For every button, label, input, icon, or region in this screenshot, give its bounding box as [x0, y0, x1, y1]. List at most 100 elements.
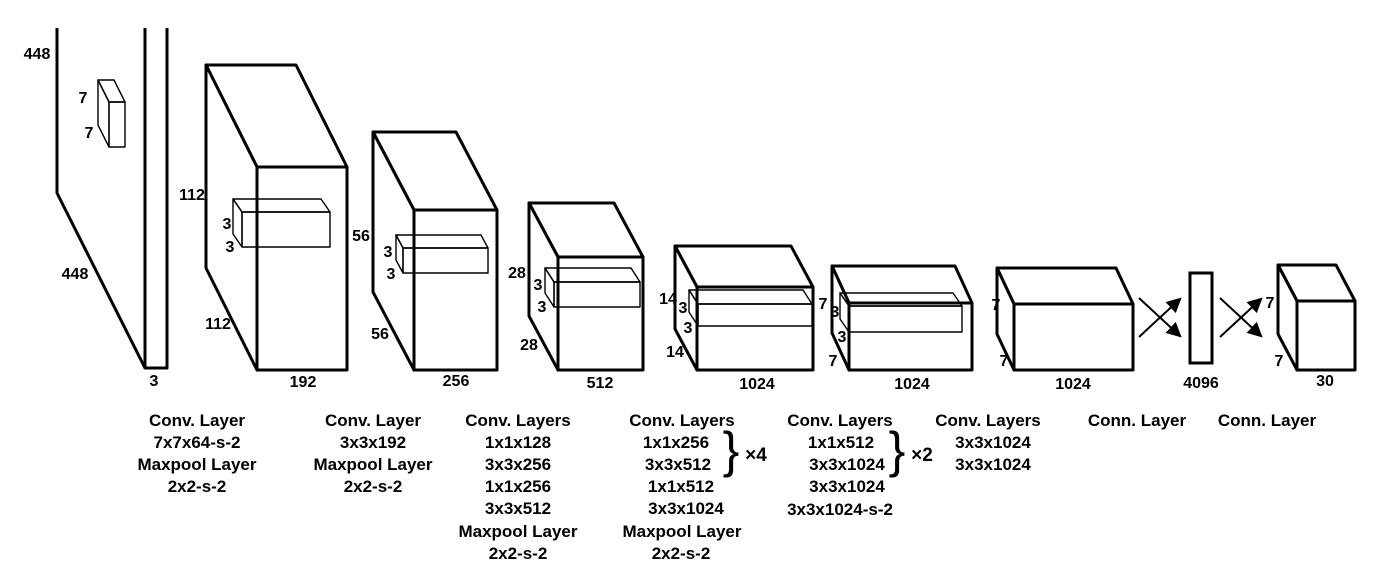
- stage2-width-label: 56: [371, 326, 389, 343]
- output-height-label: 7: [1266, 295, 1275, 312]
- layer-line: Maxpool Layer: [622, 522, 741, 541]
- feature-map-7b: [995, 266, 1135, 372]
- stage5-height-label: 7: [819, 296, 828, 313]
- layer-line: Maxpool Layer: [313, 455, 432, 474]
- stage5-depth-label: 1024: [894, 376, 930, 393]
- layer-line: 3x3x256: [485, 455, 551, 474]
- layer-column-4: Conv. Layers 1x1x256 3x3x512 } ×4 1x1x51…: [622, 411, 767, 563]
- layer-line: Conn. Layer: [1218, 411, 1317, 430]
- stage4-kernel-w-label: 3: [684, 320, 693, 337]
- repeat-multiplier: ×4: [745, 445, 767, 466]
- stage4-width-label: 14: [666, 344, 684, 361]
- layer-line: Conv. Layers: [787, 411, 893, 430]
- layer-line: 1x1x256: [643, 433, 709, 452]
- feature-map-28: [527, 201, 645, 372]
- stage5-kernel-w-label: 3: [838, 329, 847, 346]
- layer-line: Conv. Layer: [325, 411, 421, 430]
- stage6-depth-label: 1024: [1055, 376, 1091, 393]
- layer-line: 1x1x128: [485, 433, 551, 452]
- stage2-depth-label: 256: [443, 373, 470, 390]
- conv-kernel-1: [232, 198, 331, 248]
- layer-line: 3x3x512: [645, 455, 711, 474]
- layer-column-5: Conv. Layers 1x1x512 3x3x1024 } ×2 3x3x1…: [787, 411, 933, 519]
- repeat-multiplier: ×2: [911, 445, 933, 466]
- feature-map-112: [204, 63, 349, 372]
- stage1-width-label: 112: [205, 316, 231, 333]
- layer-line: 3x3x1024: [648, 499, 724, 518]
- conv-kernel-3: [544, 267, 641, 308]
- layer-line: Conv. Layers: [935, 411, 1041, 430]
- layer-line: Maxpool Layer: [458, 522, 577, 541]
- fc-layer-4096: 4096: [1183, 271, 1219, 392]
- stage5-width-label: 7: [829, 353, 838, 370]
- input-plane-slab: [143, 28, 169, 370]
- conv-kernel-5: [839, 292, 963, 333]
- input-kernel-h-label: 7: [79, 90, 88, 107]
- stage4-height-label: 14: [659, 291, 677, 308]
- layer-column-1: Conv. Layer 7x7x64-s-2 Maxpool Layer 2x2…: [137, 411, 256, 496]
- layer-line: 2x2-s-2: [652, 544, 711, 563]
- input-channels-label: 3: [150, 373, 159, 390]
- layer-line: 3x3x1024-s-2: [787, 500, 893, 519]
- layer-line: Conv. Layers: [629, 411, 735, 430]
- layer-line: Conv. Layers: [465, 411, 571, 430]
- layer-line: 1x1x256: [485, 477, 551, 496]
- layer-line: 2x2-s-2: [489, 544, 548, 563]
- layer-line: 3x3x1024: [809, 477, 885, 496]
- fc-units-label: 4096: [1183, 375, 1219, 392]
- repeat-brace: }: [723, 422, 740, 478]
- input-height-label: 448: [24, 46, 51, 63]
- stage1-kernel-h-label: 3: [223, 216, 232, 233]
- layer-line: Maxpool Layer: [137, 455, 256, 474]
- stage1-kernel-w-label: 3: [226, 239, 235, 256]
- stage1-depth-label: 192: [290, 374, 317, 391]
- stage6-width-label: 7: [1000, 353, 1009, 370]
- layer-line: 3x3x1024: [809, 455, 885, 474]
- layer-column-8: Conn. Layer: [1218, 411, 1317, 430]
- output-width-label: 7: [1275, 353, 1284, 370]
- layer-column-2: Conv. Layer 3x3x192 Maxpool Layer 2x2-s-…: [313, 411, 432, 496]
- stage3-width-label: 28: [520, 337, 538, 354]
- layer-line: 3x3x1024: [955, 433, 1031, 452]
- input-image-plane: 448 448 3: [24, 28, 169, 390]
- fully-connected-arrows-1: [1138, 297, 1182, 338]
- output-tensor: [1276, 263, 1357, 372]
- stage3-kernel-w-label: 3: [538, 299, 547, 316]
- layer-line: 2x2-s-2: [168, 477, 227, 496]
- repeat-brace: }: [889, 422, 906, 478]
- stage3-depth-label: 512: [587, 375, 614, 392]
- layer-line: 3x3x192: [340, 433, 406, 452]
- layer-line: Conv. Layer: [149, 411, 245, 430]
- layer-line: 3x3x1024: [955, 455, 1031, 474]
- input-plane-side-edges: [55, 28, 147, 369]
- conv-kernel-2: [395, 234, 489, 274]
- layer-line: 3x3x512: [485, 499, 551, 518]
- output-depth-label: 30: [1316, 373, 1334, 390]
- layer-line: 7x7x64-s-2: [154, 433, 241, 452]
- stage4-kernel-h-label: 3: [679, 300, 688, 317]
- layer-column-6: Conv. Layers 3x3x1024 3x3x1024: [935, 411, 1041, 474]
- layer-column-3: Conv. Layers 1x1x128 3x3x256 1x1x256 3x3…: [458, 411, 577, 563]
- layer-line: 1x1x512: [648, 477, 714, 496]
- stage4-depth-label: 1024: [739, 376, 775, 393]
- stage5-kernel-h-label: 3: [831, 304, 840, 321]
- stage2-height-label: 56: [352, 228, 370, 245]
- fully-connected-arrows-2: [1219, 297, 1263, 338]
- stage3-kernel-h-label: 3: [534, 277, 543, 294]
- stage3-height-label: 28: [508, 265, 526, 282]
- stage2-kernel-h-label: 3: [384, 244, 393, 261]
- stage2-kernel-w-label: 3: [387, 266, 396, 283]
- input-kernel-w-label: 7: [85, 125, 94, 142]
- input-width-label: 448: [62, 266, 89, 283]
- layer-column-7: Conn. Layer: [1088, 411, 1187, 430]
- layer-line: Conn. Layer: [1088, 411, 1187, 430]
- stage6-height-label: 7: [992, 297, 1001, 314]
- conv-kernel-4: [688, 289, 813, 327]
- feature-map-56: [371, 130, 499, 372]
- stage1-height-label: 112: [179, 187, 205, 204]
- feature-map-7a: [830, 264, 974, 372]
- layer-line: 2x2-s-2: [344, 477, 403, 496]
- feature-map-14: [673, 244, 815, 372]
